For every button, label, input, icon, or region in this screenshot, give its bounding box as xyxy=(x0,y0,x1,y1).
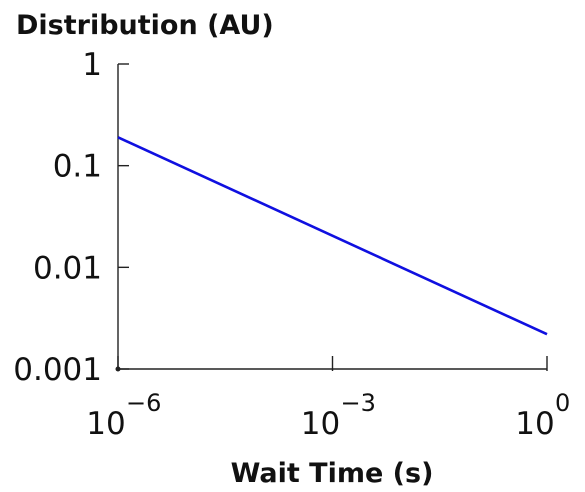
y-tick-label: 1 xyxy=(82,47,102,83)
x-tick-label-base: 10 xyxy=(515,406,554,442)
x-tick-label-exponent: −3 xyxy=(341,389,376,417)
x-tick-label-exponent: 0 xyxy=(555,389,570,417)
series-group xyxy=(117,136,548,336)
x-tick-label-exponent: −6 xyxy=(126,389,161,417)
y-tick-label: 0.1 xyxy=(53,149,102,185)
x-tick-label-base: 10 xyxy=(86,406,125,442)
y-tick-label: 0.001 xyxy=(13,352,102,388)
x-axis-label: Wait Time (s) xyxy=(231,458,434,489)
series-line xyxy=(117,136,548,336)
y-axis-label: Distribution (AU) xyxy=(16,10,274,41)
y-tick-label: 0.01 xyxy=(33,250,102,286)
axes xyxy=(115,64,547,372)
x-tick-label-base: 10 xyxy=(301,406,340,442)
